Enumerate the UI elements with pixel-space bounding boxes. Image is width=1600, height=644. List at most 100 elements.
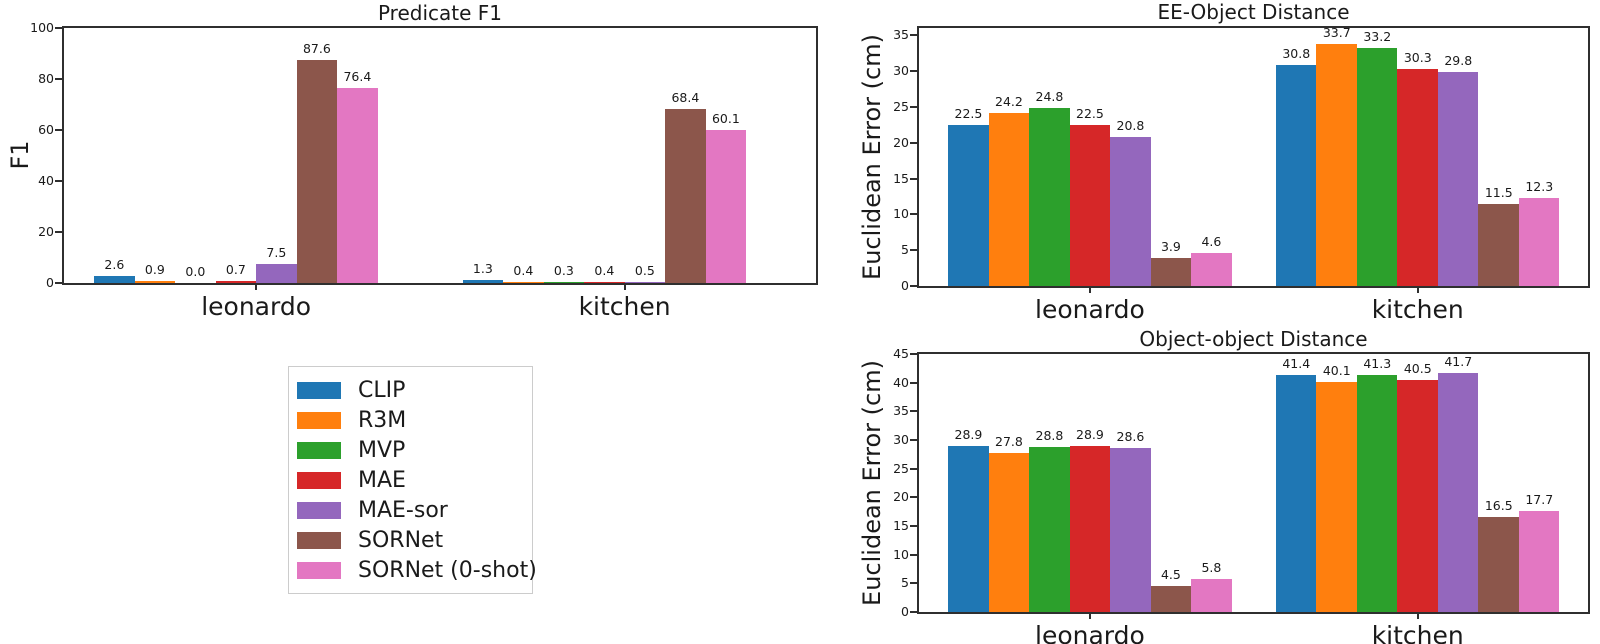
legend-swatch bbox=[297, 381, 341, 399]
y-tick-mark bbox=[910, 467, 917, 470]
bar-value-label: 0.7 bbox=[225, 262, 246, 278]
bar-value-label: 28.8 bbox=[1035, 427, 1064, 443]
y-tick-mark bbox=[55, 231, 62, 233]
y-tick-mark bbox=[910, 213, 917, 216]
bar-value-label: 87.6 bbox=[302, 40, 331, 56]
bar-value-label: 22.5 bbox=[1076, 105, 1104, 121]
legend-label: CLIP bbox=[358, 377, 406, 403]
chart-title: Object-object Distance bbox=[1139, 327, 1368, 351]
bar-clip-leonardo bbox=[948, 446, 989, 612]
bar-sornet-0-shot--leonardo bbox=[337, 88, 378, 283]
bar-value-label: 33.7 bbox=[1322, 25, 1351, 41]
bar-sornet-leonardo bbox=[296, 59, 338, 283]
bar-mae-leonardo bbox=[1069, 124, 1111, 286]
bar-mae-sor-kitchen bbox=[624, 281, 666, 283]
bar-value-label: 41.7 bbox=[1444, 353, 1473, 369]
bar-value-label: 3.9 bbox=[1160, 239, 1181, 255]
bar-value-label: 4.6 bbox=[1201, 234, 1222, 250]
legend-item: MAE bbox=[297, 465, 526, 495]
x-category-label: kitchen bbox=[1371, 621, 1464, 644]
bar-mae-sor-leonardo bbox=[256, 263, 297, 283]
x-tick-mark bbox=[1416, 612, 1419, 619]
y-tick-label: 60 bbox=[38, 122, 54, 137]
x-category-label: kitchen bbox=[578, 292, 671, 321]
bar-value-label: 0.5 bbox=[634, 262, 655, 278]
bar-value-label: 40.1 bbox=[1322, 363, 1351, 379]
y-tick-mark bbox=[910, 553, 917, 556]
y-tick-label: 25 bbox=[893, 460, 909, 476]
bar-value-label: 27.8 bbox=[995, 433, 1023, 449]
bar-value-label: 17.7 bbox=[1525, 491, 1554, 507]
bar-value-label: 11.5 bbox=[1484, 184, 1513, 200]
bar-mvp-kitchen bbox=[1356, 48, 1398, 286]
bar-r3m-kitchen bbox=[1316, 382, 1357, 612]
bar-value-label: 30.3 bbox=[1403, 49, 1432, 65]
bar-value-label: 28.6 bbox=[1116, 429, 1145, 445]
legend-item: SORNet bbox=[297, 525, 526, 555]
y-tick-label: 25 bbox=[893, 98, 909, 114]
legend-label: SORNet (0-shot) bbox=[358, 557, 537, 583]
bar-sornet-kitchen bbox=[1478, 203, 1519, 286]
y-tick-mark bbox=[55, 129, 62, 131]
y-tick-mark bbox=[910, 353, 917, 355]
x-category-label: leonardo bbox=[201, 292, 312, 321]
bar-value-label: 41.3 bbox=[1363, 356, 1392, 372]
bar-value-label: 7.5 bbox=[266, 244, 287, 260]
bar-r3m-leonardo bbox=[988, 112, 1030, 286]
bar-value-label: 24.2 bbox=[995, 93, 1023, 109]
bar-value-label: 4.5 bbox=[1160, 567, 1181, 583]
y-tick-mark bbox=[910, 70, 917, 72]
y-tick-label: 5 bbox=[901, 242, 909, 258]
y-tick-label: 40 bbox=[38, 173, 54, 188]
bar-mvp-kitchen bbox=[543, 282, 585, 283]
legend-swatch bbox=[297, 471, 341, 489]
y-tick-label: 0 bbox=[46, 275, 54, 290]
y-tick-mark bbox=[55, 282, 62, 284]
bar-value-label: 16.5 bbox=[1484, 498, 1513, 514]
chart-title: Predicate F1 bbox=[377, 1, 503, 25]
bar-value-label: 20.8 bbox=[1116, 117, 1145, 133]
bar-value-label: 30.8 bbox=[1282, 46, 1311, 62]
bar-clip-kitchen bbox=[1275, 374, 1317, 612]
bar-value-label: 68.4 bbox=[671, 89, 700, 105]
bar-clip-leonardo bbox=[94, 276, 135, 283]
legend-item: MAE-sor bbox=[297, 495, 526, 525]
bar-r3m-leonardo bbox=[134, 280, 176, 283]
bar-value-label: 0.0 bbox=[185, 264, 206, 279]
y-tick-label: 40 bbox=[893, 374, 909, 390]
y-tick-label: 0 bbox=[901, 604, 909, 619]
bar-value-label: 2.6 bbox=[104, 257, 125, 273]
legend-swatch bbox=[297, 501, 341, 519]
bar-sornet-leonardo bbox=[1150, 258, 1192, 286]
bar-value-label: 40.5 bbox=[1403, 360, 1432, 376]
y-tick-label: 20 bbox=[38, 224, 54, 239]
y-tick-mark bbox=[910, 141, 917, 144]
y-tick-mark bbox=[910, 496, 917, 499]
bar-clip-kitchen bbox=[1275, 65, 1317, 286]
legend-swatch bbox=[297, 561, 341, 579]
y-tick-mark bbox=[910, 439, 917, 441]
legend-label: MAE bbox=[358, 467, 406, 493]
chart-title: EE-Object Distance bbox=[1157, 0, 1350, 24]
legend-label: MVP bbox=[358, 437, 406, 463]
bar-sornet-0-shot--kitchen bbox=[1518, 197, 1560, 286]
bar-r3m-kitchen bbox=[1316, 44, 1357, 286]
plot-area: 0 20 40 60 80 100 leonardo 2.6 0.9 0.0 0.7 7.5 87.6 7… bbox=[30, 20, 818, 321]
y-tick-label: 20 bbox=[893, 489, 909, 505]
bar-r3m-leonardo bbox=[988, 452, 1030, 612]
y-tick-label: 100 bbox=[30, 20, 54, 35]
bar-sornet-0-shot--leonardo bbox=[1191, 578, 1232, 612]
legend-swatch bbox=[297, 441, 341, 459]
bar-mae-sor-leonardo bbox=[1110, 448, 1151, 612]
legend-item: CLIP bbox=[297, 375, 526, 405]
legend: CLIP R3M MVP MAE MAE-sor SORNet SORNet (0-shot… bbox=[288, 366, 537, 594]
bar-mae-sor-leonardo bbox=[1110, 136, 1151, 286]
y-axis-label: F1 bbox=[6, 140, 34, 170]
legend-swatch bbox=[297, 531, 341, 549]
plot-area: 0 5 10 15 20 25 30 35 40 45 leonardo 28.9 27.8 28.8 28… bbox=[893, 346, 1590, 644]
y-tick-label: 10 bbox=[893, 206, 909, 222]
x-category-label: leonardo bbox=[1035, 621, 1145, 644]
x-tick-mark bbox=[255, 283, 258, 290]
bar-clip-leonardo bbox=[948, 124, 989, 286]
